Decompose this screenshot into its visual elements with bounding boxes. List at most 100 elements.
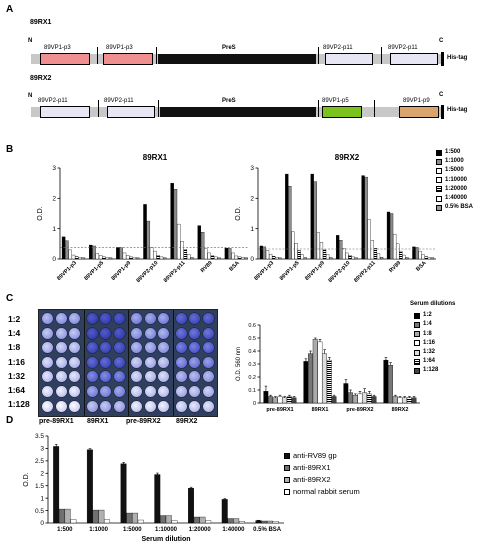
- plate-well: [158, 371, 169, 383]
- y-axis-label: O.D.: [23, 472, 30, 486]
- bar: [92, 509, 99, 524]
- divider-tick: [318, 47, 319, 64]
- segment-label: 89VP2-p11: [104, 98, 134, 104]
- n-terminus-label: N: [28, 38, 33, 44]
- plate-well: [158, 342, 169, 354]
- plate-well: [86, 371, 98, 383]
- plate-well: [55, 327, 67, 339]
- bar: [170, 182, 174, 260]
- plate-well: [86, 356, 98, 368]
- bar: [343, 383, 349, 404]
- category-label: RV89: [388, 260, 402, 274]
- bar: [348, 392, 353, 404]
- legend-item: 1:40000: [436, 194, 473, 203]
- construct-name: 89RX2: [30, 75, 52, 82]
- legend-c: Serum dilutions 1:2 1:4 1:8 1:16 1:32 1:64 1:1…: [410, 300, 455, 376]
- bar: [122, 252, 127, 260]
- legend-item: 1:128: [414, 366, 455, 375]
- category-label: RV89: [200, 260, 214, 274]
- c-terminus-bar: [441, 52, 444, 66]
- plate-well: [175, 327, 187, 339]
- plate-well: [113, 313, 125, 324]
- plate-well: [158, 386, 169, 397]
- bar: [231, 252, 235, 260]
- bar: [322, 353, 328, 404]
- bar: [159, 256, 164, 260]
- plate-well: [175, 400, 187, 412]
- divider-tick: [98, 100, 99, 117]
- bar: [412, 246, 416, 260]
- plate-well: [100, 386, 111, 397]
- y-tick-label: 0.6: [248, 323, 256, 329]
- bar: [262, 246, 267, 260]
- category-label: 89VP1-p9: [111, 260, 133, 282]
- bar: [376, 253, 381, 260]
- plate-col-label: 89RX2: [176, 418, 198, 425]
- plate-well: [131, 342, 142, 354]
- legend-swatch: [436, 168, 442, 174]
- plate-well: [131, 327, 142, 339]
- panel-d-label: D: [6, 415, 14, 426]
- legend-swatch: [284, 477, 290, 483]
- plate-well: [202, 386, 214, 397]
- bar: [291, 397, 297, 404]
- bar: [354, 257, 358, 260]
- plate-col-label: pre-89RX2: [126, 418, 161, 425]
- legend-label: 1:2: [423, 312, 432, 319]
- y-tick-label: 0.4: [248, 349, 256, 355]
- bar: [396, 243, 400, 260]
- bar: [217, 257, 221, 260]
- seg-box-2: [107, 106, 155, 118]
- bar: [146, 220, 151, 260]
- bar: [371, 396, 377, 404]
- bar: [126, 512, 133, 524]
- bar: [421, 254, 425, 260]
- panel-a-label: A: [6, 4, 14, 15]
- category-label: pre-89RX2: [346, 407, 373, 413]
- bar: [78, 257, 82, 260]
- legend-label: anti-89RX1: [293, 463, 331, 472]
- plate-well: [69, 371, 80, 383]
- bar: [308, 353, 313, 404]
- plate-well: [100, 400, 111, 412]
- bar: [393, 233, 397, 260]
- legend-swatch: [284, 489, 290, 495]
- bar: [265, 250, 270, 260]
- bar: [331, 396, 337, 404]
- y-tick-label: 3: [250, 165, 254, 172]
- seg-box-1: [40, 53, 90, 65]
- plate-well: [42, 400, 53, 412]
- y-tick-label: 0: [250, 256, 254, 263]
- bar: [199, 516, 206, 524]
- bar: [108, 257, 113, 260]
- bar: [98, 255, 103, 260]
- bar: [386, 211, 391, 260]
- plate-well: [144, 400, 156, 412]
- bar: [241, 257, 245, 260]
- category-label: 1:10000: [155, 527, 178, 533]
- bar: [418, 250, 422, 260]
- bar: [268, 396, 273, 404]
- plate-well: [113, 400, 125, 412]
- bar: [132, 512, 138, 524]
- plate-well: [189, 327, 200, 339]
- bar: [424, 256, 428, 260]
- plate-well: [100, 356, 111, 368]
- y-tick-label: 3.5: [35, 433, 44, 440]
- plate-well: [42, 313, 53, 324]
- bar: [303, 361, 309, 404]
- plate-well: [100, 327, 111, 339]
- plate-well: [131, 400, 142, 412]
- plate-well: [55, 400, 67, 412]
- segment-label: 89VP1-p3: [106, 45, 133, 51]
- segment-label: 89VP1-p5: [322, 98, 349, 104]
- bar: [411, 397, 417, 404]
- bar: [193, 516, 200, 524]
- construct-name: 89RX1: [30, 19, 52, 26]
- category-label: 89VP1-p3: [56, 260, 78, 282]
- elisa-plate-photo: [38, 309, 218, 417]
- legend-item: 1:32: [414, 348, 455, 357]
- bar: [163, 257, 167, 260]
- legend-item: normal rabbit serum: [284, 486, 360, 498]
- plate-well: [131, 313, 142, 324]
